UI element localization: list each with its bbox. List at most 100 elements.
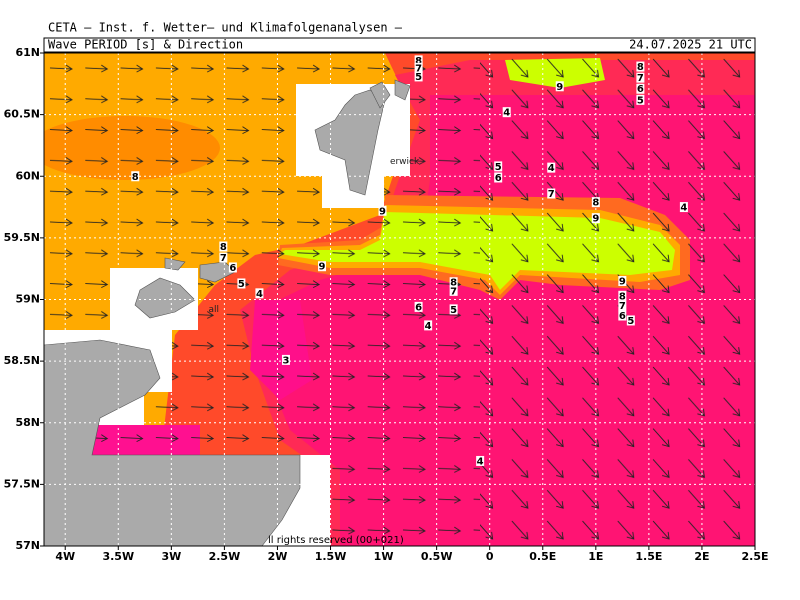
contour-label-bg — [636, 61, 645, 72]
contour-label-bg — [318, 261, 327, 272]
contour-label-bg — [228, 262, 237, 273]
x-tick-label: 0 — [486, 550, 494, 563]
contour-label: 4 — [477, 456, 484, 467]
x-tick-label: 1.5E — [635, 550, 662, 563]
timestamp: 24.07.2025 21 UTC — [629, 38, 752, 52]
contour-label-bg — [555, 81, 564, 92]
contour-label-bg — [618, 290, 627, 301]
x-tick-label: 1W — [374, 550, 394, 563]
contour-label-bg — [618, 276, 627, 287]
contour-label-bg — [494, 161, 503, 172]
contour-label: 7 — [619, 301, 626, 312]
y-tick-label: 59N — [15, 293, 40, 306]
contour-label-bg — [449, 285, 458, 296]
contour-label: 5 — [495, 162, 502, 173]
contour-label-bg — [476, 455, 485, 466]
contour-label: 5 — [637, 95, 644, 106]
contour-label-bg — [636, 94, 645, 105]
contour-label-bg — [414, 55, 423, 66]
contour-label-bg — [378, 205, 387, 216]
contour-label: 8 — [132, 172, 139, 183]
header: CETA — Inst. f. Wetter— und Klimafolgena… — [48, 21, 403, 35]
contour-label: 5 — [238, 279, 245, 290]
contour-label-bg — [636, 72, 645, 83]
x-tick-label: 2E — [694, 550, 709, 563]
x-tick-label: 0.5W — [421, 550, 453, 563]
contour-label: 6 — [415, 302, 422, 313]
contour-label-bg — [219, 241, 228, 252]
y-tick-label: 61N — [15, 46, 40, 59]
contour-label-bg — [219, 252, 228, 263]
contour-label: 7 — [548, 189, 555, 200]
contour-label: 7 — [415, 63, 422, 74]
x-tick-label: 3.5W — [102, 550, 134, 563]
y-tick-label: 60N — [15, 169, 40, 182]
contour-label: 7 — [220, 253, 227, 264]
contour-label: 6 — [495, 173, 502, 184]
contour-label-bg — [618, 300, 627, 311]
contour-label: 8 — [592, 198, 599, 209]
grid: 4W 3.5W 3W 2.5W 2W 1.5W 1W 0.5W 0 0.5E 1E 1.5E 2E 2.5… — [4, 46, 769, 563]
contour-label-bg — [424, 320, 433, 331]
contour-label: 8 — [637, 62, 644, 73]
contour-label-bg — [591, 197, 600, 208]
contour-label-bg — [449, 277, 458, 288]
contour-label: 5 — [450, 305, 457, 316]
contour-label-bg — [281, 354, 290, 365]
x-tick-label: 1.5W — [315, 550, 347, 563]
contour-label-bg — [237, 278, 246, 289]
copyright: ll rights reserved (00+021) — [268, 535, 404, 546]
contour-label: 9 — [319, 262, 326, 273]
contour-label-bg — [414, 71, 423, 82]
contour-label: 4 — [548, 163, 555, 174]
contour-label: 7 — [637, 73, 644, 84]
contour-label: 4 — [680, 203, 687, 214]
contour-label: 9 — [556, 82, 563, 93]
contour-label-bg — [414, 301, 423, 312]
contour-label-bg — [494, 172, 503, 183]
contour-label-bg — [414, 62, 423, 73]
place-label: all — [208, 305, 219, 315]
contour-label: 8 — [220, 242, 227, 253]
contour-label: 4 — [256, 289, 263, 300]
contour-label-bg — [547, 188, 556, 199]
x-tick-label: 4W — [55, 550, 75, 563]
title-box — [43, 37, 756, 53]
contour-label-bg — [636, 83, 645, 94]
contour-label-bg — [255, 288, 264, 299]
title: Wave PERIOD [s] & Direction — [48, 38, 243, 52]
x-tick-label: 2W — [268, 550, 288, 563]
y-tick-label: 58N — [15, 416, 40, 429]
contour-label: 8 — [415, 56, 422, 67]
field — [44, 53, 755, 546]
x-tick-label: 3W — [161, 550, 181, 563]
x-tick-label: 2.5E — [741, 550, 768, 563]
y-tick-label: 57N — [15, 539, 40, 552]
contour-label: 8 — [619, 291, 626, 302]
land-scotland — [44, 339, 301, 546]
contour-label-bg — [591, 213, 600, 224]
place-label: erwick — [390, 157, 420, 167]
contour-label: 9 — [619, 277, 626, 288]
contour-label: 4 — [503, 108, 510, 119]
x-tick-label: 2.5W — [209, 550, 241, 563]
contour-label: 7 — [450, 286, 457, 297]
contour-label-bg — [618, 310, 627, 321]
y-tick-label: 57.5N — [4, 477, 40, 490]
direction-arrows — [480, 53, 755, 546]
y-tick-label: 58.5N — [4, 354, 40, 367]
land-shetland — [369, 79, 411, 109]
contour-label-bg — [131, 171, 140, 182]
contour-label: 5 — [627, 316, 634, 327]
contour-label: 5 — [415, 72, 422, 83]
contour-label: 6 — [619, 311, 626, 322]
y-tick-label: 59.5N — [4, 231, 40, 244]
contour-label: 8 — [450, 278, 457, 289]
contour-label: 4 — [425, 321, 432, 332]
contour-label: 9 — [379, 206, 386, 217]
contour-label: 3 — [282, 355, 289, 366]
contour-label-bg — [449, 304, 458, 315]
